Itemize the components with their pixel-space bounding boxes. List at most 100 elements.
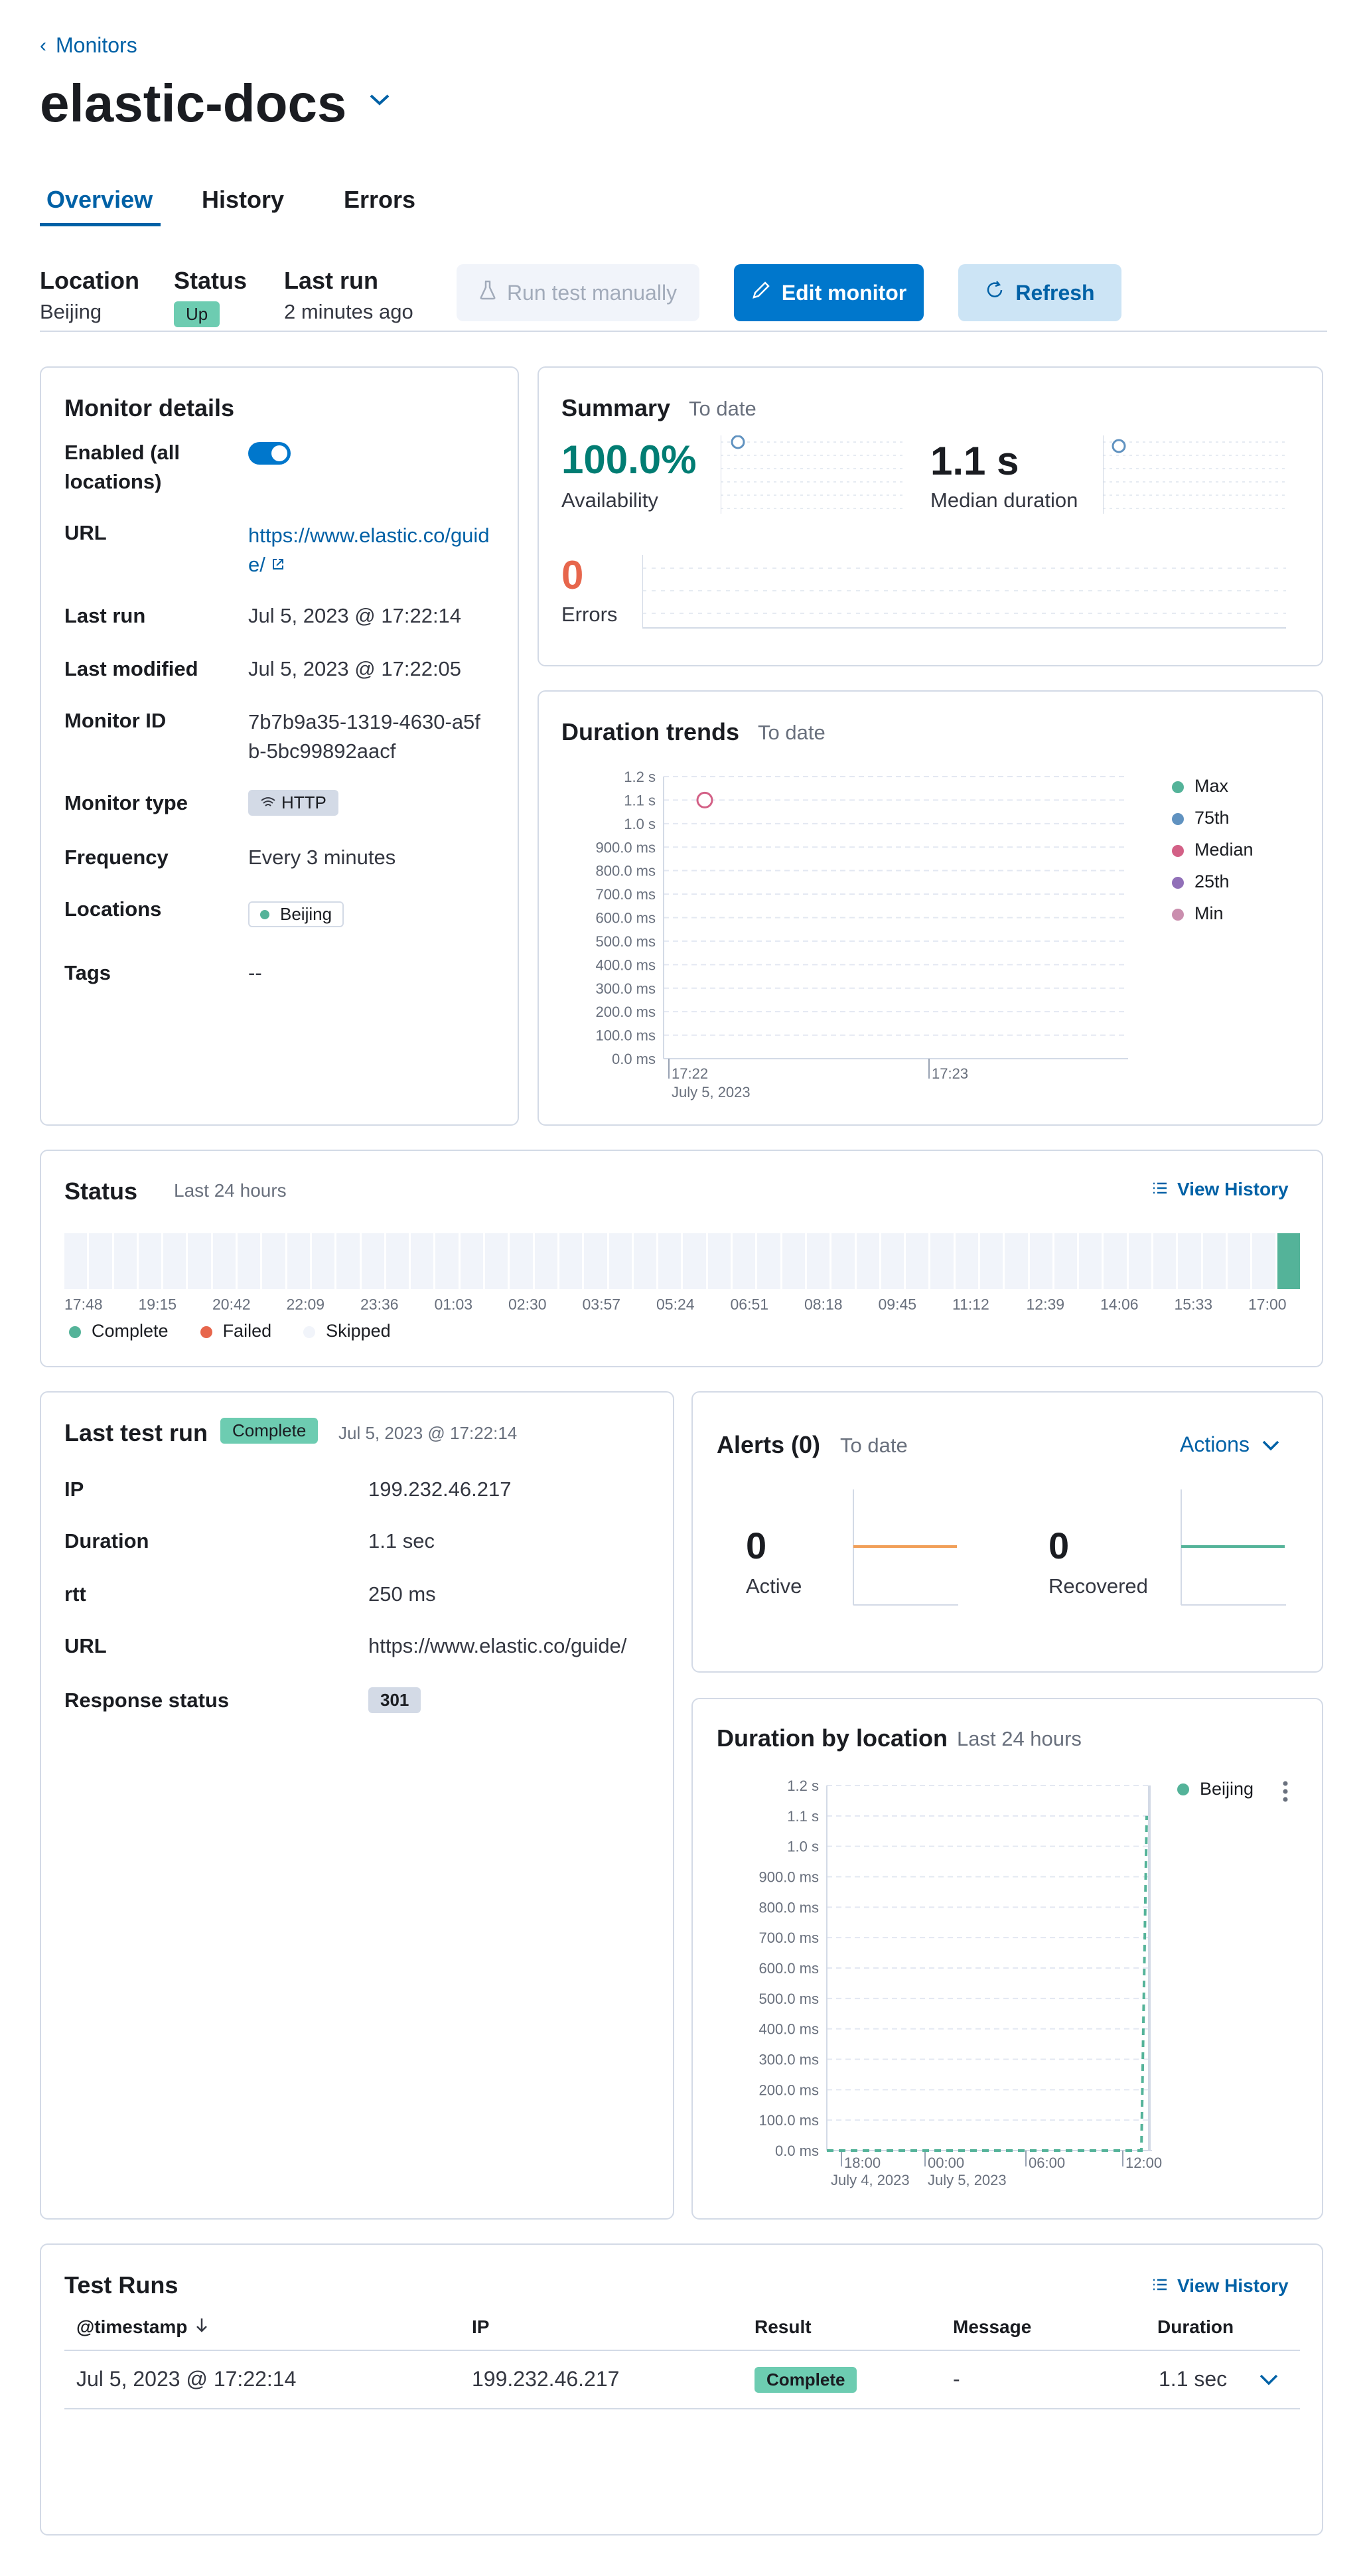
- monitor-url-link[interactable]: https://www.elastic.co/guide/: [248, 521, 500, 579]
- breadcrumb[interactable]: ‹ Monitors: [40, 33, 137, 58]
- status-timeline-cell[interactable]: [1178, 1233, 1201, 1289]
- status-timeline-cell[interactable]: [460, 1233, 484, 1289]
- status-timeline-cell[interactable]: [707, 1233, 731, 1289]
- legend-item-median[interactable]: Median: [1172, 834, 1254, 866]
- tab-overview[interactable]: Overview: [46, 186, 153, 213]
- legend-item-max[interactable]: Max: [1172, 770, 1254, 802]
- status-tick-label: 22:09: [286, 1296, 325, 1313]
- status-timeline-cell[interactable]: [188, 1233, 211, 1289]
- status-timeline-cell[interactable]: [262, 1233, 285, 1289]
- column-header-timestamp[interactable]: @timestamp: [76, 2316, 208, 2338]
- status-timeline-cell[interactable]: [485, 1233, 508, 1289]
- location-legend[interactable]: Beijing: [1177, 1779, 1254, 1799]
- status-timeline-cell[interactable]: [955, 1233, 978, 1289]
- status-timeline-cell[interactable]: [930, 1233, 954, 1289]
- summary-subtitle: To date: [689, 397, 756, 420]
- y-tick-label: 400.0 ms: [759, 2021, 820, 2038]
- legend-failed: Failed: [200, 1321, 271, 1341]
- status-timeline-cell[interactable]: [435, 1233, 459, 1289]
- status-tick-label: 08:18: [804, 1296, 843, 1313]
- run-test-manually-button[interactable]: Run test manually: [457, 264, 699, 321]
- row-result-badge: Complete: [755, 2367, 857, 2393]
- status-timeline-cell[interactable]: [113, 1233, 137, 1289]
- status-timeline-cell[interactable]: [658, 1233, 682, 1289]
- status-timeline-cell[interactable]: [1252, 1233, 1275, 1289]
- column-header-message: Message: [953, 2316, 1032, 2337]
- legend-item-25th[interactable]: 25th: [1172, 866, 1254, 897]
- edit-monitor-button[interactable]: Edit monitor: [734, 264, 924, 321]
- enabled-toggle[interactable]: [248, 442, 291, 465]
- status-timeline-cell[interactable]: [979, 1233, 1003, 1289]
- legend-item-min[interactable]: Min: [1172, 897, 1254, 929]
- status-timeline-cell[interactable]: [64, 1233, 88, 1289]
- status-timeline-cell[interactable]: [757, 1233, 780, 1289]
- status-timeline-cell[interactable]: [584, 1233, 607, 1289]
- status-timeline-cell[interactable]: [411, 1233, 434, 1289]
- status-timeline-cell[interactable]: [1227, 1233, 1251, 1289]
- refresh-button[interactable]: Refresh: [958, 264, 1121, 321]
- status-timeline-cell[interactable]: [336, 1233, 360, 1289]
- status-timeline-cell[interactable]: [287, 1233, 310, 1289]
- last-test-run-title: Last test run: [64, 1419, 208, 1446]
- status-timeline-cell[interactable]: [831, 1233, 855, 1289]
- status-timeline-cell[interactable]: [559, 1233, 583, 1289]
- status-timeline-cell[interactable]: [361, 1233, 384, 1289]
- status-timeline-cell[interactable]: [163, 1233, 186, 1289]
- status-timeline-cell[interactable]: [1104, 1233, 1127, 1289]
- status-timeline-cell[interactable]: [856, 1233, 879, 1289]
- y-tick-label: 800.0 ms: [759, 1899, 820, 1916]
- row-expand-chevron-icon[interactable]: [1259, 2374, 1279, 2390]
- status-badge: Up: [174, 301, 220, 327]
- location-dot: [260, 909, 269, 919]
- status-timeline-cell[interactable]: [138, 1233, 162, 1289]
- status-timeline-cell[interactable]: [89, 1233, 112, 1289]
- status-timeline-cell[interactable]: [683, 1233, 706, 1289]
- y-tick-label: 400.0 ms: [596, 956, 656, 973]
- status-timeline-cell[interactable]: [1202, 1233, 1226, 1289]
- status-timeline-cell[interactable]: [311, 1233, 335, 1289]
- status-timeline-cell[interactable]: [733, 1233, 756, 1289]
- legend-max-dot: [1172, 781, 1184, 793]
- more-options-icon[interactable]: [1282, 1780, 1289, 1806]
- status-timeline-cell[interactable]: [1054, 1233, 1078, 1289]
- status-timeline-cell[interactable]: [806, 1233, 830, 1289]
- status-timeline-cell[interactable]: [212, 1233, 236, 1289]
- x-date-label: July 5, 2023: [928, 2172, 1007, 2188]
- status-tick-label: 05:24: [656, 1296, 695, 1313]
- status-timeline-cell[interactable]: [609, 1233, 632, 1289]
- duration-by-location-subtitle: Last 24 hours: [957, 1727, 1082, 1750]
- status-timeline-cell[interactable]: [1079, 1233, 1102, 1289]
- monitor-details-panel: [40, 366, 519, 1126]
- x-date-label: July 5, 2023: [672, 1084, 751, 1100]
- monitor-switch-chevron-icon[interactable]: [368, 93, 391, 110]
- status-timeline-cell[interactable]: [906, 1233, 929, 1289]
- tab-history[interactable]: History: [202, 186, 285, 213]
- status-timeline-cell[interactable]: [1153, 1233, 1177, 1289]
- status-timeline-cell[interactable]: [881, 1233, 904, 1289]
- status-view-history-link[interactable]: View History: [1152, 1179, 1289, 1200]
- median-duration-value: 1.1 s: [930, 439, 1019, 483]
- status-timeline-cell[interactable]: [238, 1233, 261, 1289]
- duration-trends-panel: [538, 690, 1323, 1126]
- status-timeline-cell[interactable]: [782, 1233, 805, 1289]
- table-row[interactable]: Jul 5, 2023 @ 17:22:14 199.232.46.217 Co…: [64, 2351, 1300, 2409]
- status-tick-label: 03:57: [582, 1296, 621, 1313]
- status-timeline-cell[interactable]: [1128, 1233, 1152, 1289]
- test-runs-view-history-link[interactable]: View History: [1152, 2275, 1289, 2297]
- status-timeline-cell[interactable]: [1005, 1233, 1028, 1289]
- status-timeline-cell[interactable]: [633, 1233, 657, 1289]
- status-timeline-cell[interactable]: [1029, 1233, 1052, 1289]
- status-subtitle: Last 24 hours: [174, 1180, 287, 1201]
- status-tick-label: 17:48: [64, 1296, 103, 1313]
- tab-errors[interactable]: Errors: [344, 186, 416, 213]
- status-timeline-cell[interactable]: [386, 1233, 409, 1289]
- status-view-history-label: View History: [1177, 1179, 1289, 1199]
- status-timeline-cell[interactable]: [534, 1233, 557, 1289]
- alerts-actions-button[interactable]: Actions: [1180, 1432, 1280, 1457]
- x-tick-label: 06:00: [1029, 2155, 1065, 2171]
- legend-item-75th[interactable]: 75th: [1172, 802, 1254, 834]
- breadcrumb-monitors-link[interactable]: Monitors: [56, 33, 137, 57]
- status-timeline-cell[interactable]: [1277, 1233, 1300, 1289]
- status-timeline-cell[interactable]: [510, 1233, 533, 1289]
- duration-by-location-title: Duration by location: [717, 1724, 948, 1752]
